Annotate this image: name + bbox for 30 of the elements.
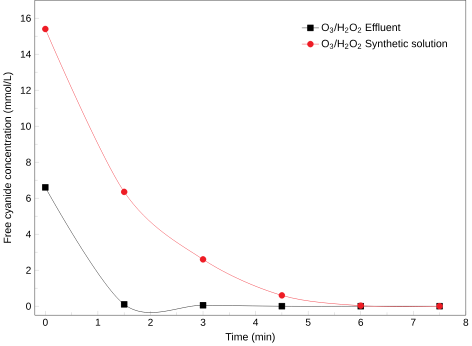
x-tick-label: 4 xyxy=(253,318,258,326)
x-tick-label: 7 xyxy=(411,318,416,326)
point xyxy=(200,256,206,263)
y-tick-label: 2 xyxy=(26,266,31,274)
x-tick-label: 5 xyxy=(306,318,311,326)
y-tick-label: 0 xyxy=(26,302,31,310)
x-tick-label: 8 xyxy=(464,318,468,326)
x-tick-label: 6 xyxy=(358,318,364,326)
y-tick-label: 8 xyxy=(26,158,31,166)
y-axis-title: Free cyanide concentration (mmol/L) xyxy=(3,72,14,243)
y-tick-label: 16 xyxy=(20,14,31,22)
point xyxy=(42,26,49,32)
point xyxy=(120,301,128,308)
y-tick-label: 6 xyxy=(26,194,31,202)
x-tick-label: 2 xyxy=(148,318,153,326)
point xyxy=(200,302,206,309)
legend-label: O$_{3}$/H$_{2}$O$_{2}$ Effluent xyxy=(322,23,400,33)
legend-label: O$_{3}$/H$_{2}$O$_{2}$ Synthetic solution xyxy=(322,40,447,50)
y-tick-label: 4 xyxy=(26,230,31,238)
y-tick-label: 14 xyxy=(20,50,31,58)
x-tick-label: 0 xyxy=(42,318,48,326)
x-tick-label: 1 xyxy=(96,318,100,326)
point xyxy=(278,303,286,310)
point xyxy=(120,188,128,196)
point xyxy=(42,184,49,191)
x-axis-title: Time (min) xyxy=(226,332,275,343)
x-tick-label: 3 xyxy=(200,318,206,326)
y-tick-label: 10 xyxy=(20,122,31,130)
y-tick-label: 12 xyxy=(20,86,31,94)
point xyxy=(278,292,286,299)
